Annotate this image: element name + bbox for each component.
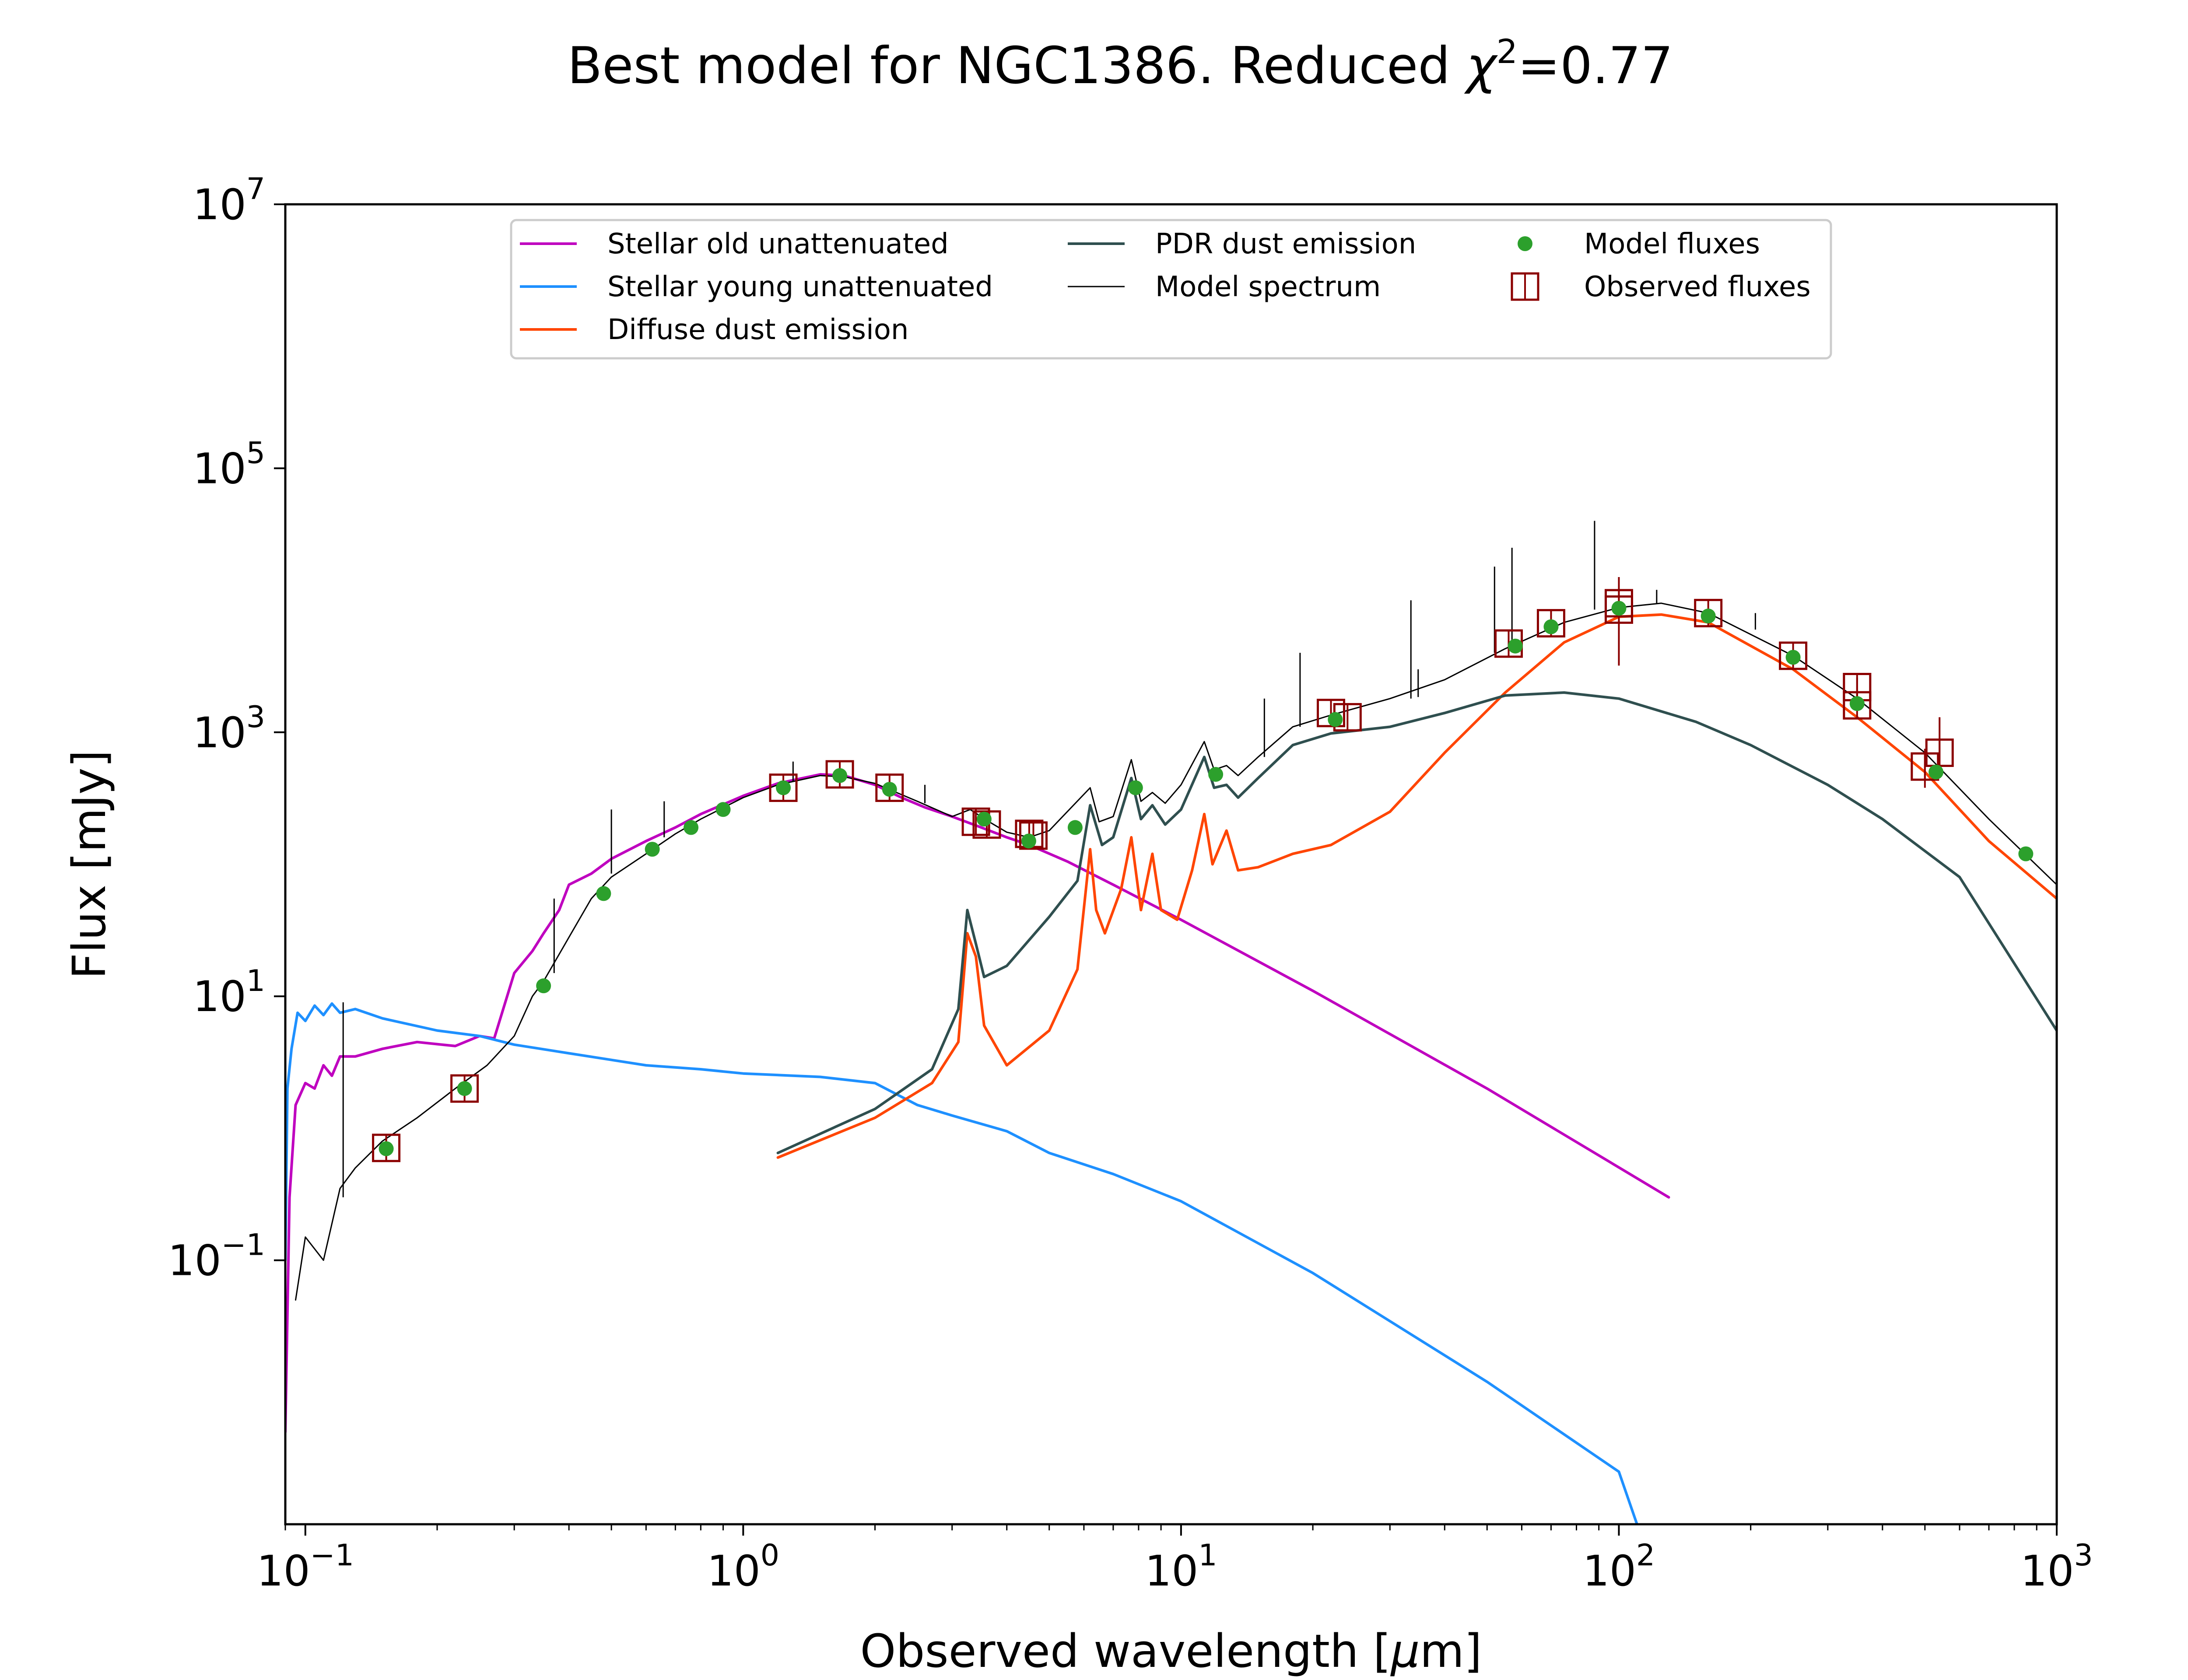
- chart-title: Best model for NGC1386. Reduced χ2=0.77: [568, 32, 1673, 95]
- model-flux-point: [2018, 846, 2034, 861]
- model-flux-point: [1785, 650, 1801, 665]
- x-tick-base: 10: [1145, 1547, 1198, 1596]
- x-label-symbol: μ: [1390, 1624, 1420, 1678]
- x-tick-label: 101: [1145, 1538, 1217, 1596]
- y-tick-label: 103: [193, 700, 265, 757]
- x-tick-base: 10: [1583, 1547, 1636, 1596]
- model-flux-point: [1328, 712, 1343, 727]
- y-tick-base: 10: [193, 972, 246, 1021]
- x-tick-exponent: 1: [1198, 1538, 1217, 1573]
- plot-frame: [284, 203, 2058, 1526]
- legend-label: PDR dust emission: [1155, 228, 1416, 260]
- legend-label: Stellar young unattenuated: [607, 271, 993, 303]
- x-tick-exponent: 0: [761, 1538, 779, 1573]
- legend-label: Stellar old unattenuated: [607, 228, 949, 260]
- model-flux-point: [684, 820, 699, 835]
- y-tick-label: 105: [193, 436, 265, 493]
- title-exponent: 2: [1497, 32, 1518, 71]
- x-tick-base: 10: [257, 1547, 310, 1596]
- legend-box: [510, 219, 1832, 360]
- y-tick-exponent: 3: [246, 700, 265, 735]
- model-flux-point: [882, 782, 897, 797]
- pdr-dust-emission-line: [776, 691, 2057, 1155]
- legend: Stellar old unattenuated Stellar young un…: [510, 219, 1832, 360]
- model-flux-point: [1508, 638, 1523, 654]
- plot-area: [285, 204, 2057, 1524]
- x-tick-base: 10: [707, 1547, 761, 1596]
- x-tick-base: 10: [2020, 1547, 2074, 1596]
- model-flux-point: [1208, 766, 1224, 782]
- model-flux-point: [1701, 609, 1716, 624]
- marker-layer: [372, 577, 2034, 1162]
- model-flux-point: [976, 812, 992, 827]
- y-tick-exponent: 1: [246, 964, 265, 998]
- x-axis-label: Observed wavelength [μm]: [860, 1624, 1482, 1678]
- legend-item-diffuse-dust-emission: Diffuse dust emission: [520, 314, 908, 346]
- title-suffix: =0.77: [1518, 36, 1673, 95]
- model-flux-point: [1929, 764, 1944, 780]
- y-tick-base: 10: [193, 708, 246, 757]
- x-tick-exponent: 3: [2074, 1538, 2093, 1573]
- model-flux-point: [832, 768, 848, 783]
- y-tick-label: 107: [193, 172, 265, 229]
- y-tick-base: 10: [193, 444, 246, 493]
- legend-label: Model spectrum: [1155, 271, 1381, 303]
- model-flux-point: [776, 780, 791, 795]
- model-flux-point: [379, 1141, 394, 1156]
- y-axis-label: Flux [mJy]: [63, 750, 116, 979]
- x-label-suffix: m]: [1420, 1624, 1482, 1678]
- y-tick-exponent: −1: [221, 1228, 265, 1263]
- legend-label: Model fluxes: [1584, 228, 1760, 260]
- x-tick-exponent: 2: [1636, 1538, 1655, 1573]
- legend-item-stellar-old-unattenuated: Stellar old unattenuated: [520, 228, 949, 260]
- x-tick-label: 10−1: [257, 1538, 354, 1596]
- model-flux-point: [715, 802, 731, 817]
- y-tick-exponent: 7: [246, 172, 265, 206]
- legend-label: Observed fluxes: [1584, 271, 1811, 303]
- diffuse-dust-emission-line: [776, 613, 2057, 1159]
- model-flux-point: [1849, 696, 1865, 711]
- stellar-young-unattenuated-line: [285, 1002, 1638, 1524]
- model-flux-point: [1021, 833, 1036, 849]
- legend-item-model-fluxes: Model fluxes: [1518, 228, 1760, 260]
- title-chi-symbol: χ: [1464, 36, 1498, 95]
- y-tick-label: 101: [193, 964, 265, 1021]
- model-flux-point: [1543, 619, 1559, 634]
- legend-item-observed-fluxes: Observed fluxes: [1511, 271, 1811, 303]
- y-tick-label: 10−1: [168, 1228, 265, 1285]
- legend-swatch: [1518, 236, 1532, 251]
- y-tick-exponent: 5: [246, 436, 265, 470]
- title-prefix: Best model for NGC1386. Reduced: [568, 36, 1466, 95]
- legend-item-stellar-young-unattenuated: Stellar young unattenuated: [520, 271, 993, 303]
- model-flux-point: [1128, 780, 1143, 795]
- y-tick-base: 10: [168, 1236, 221, 1285]
- legend-item-pdr-dust-emission: PDR dust emission: [1068, 228, 1416, 260]
- model-flux-point: [645, 842, 660, 857]
- x-tick-label: 103: [2020, 1538, 2093, 1596]
- legend-label: Diffuse dust emission: [607, 314, 908, 346]
- y-tick-base: 10: [193, 180, 246, 229]
- x-tick-label: 100: [707, 1538, 779, 1596]
- model-flux-point: [1611, 601, 1627, 616]
- x-tick-label: 102: [1583, 1538, 1655, 1596]
- legend-item-model-spectrum: Model spectrum: [1068, 271, 1381, 303]
- x-label-prefix: Observed wavelength [: [860, 1624, 1391, 1678]
- model-flux-point: [596, 886, 611, 901]
- model-flux-point: [536, 978, 551, 994]
- model-flux-point: [457, 1081, 472, 1096]
- model-flux-point: [1067, 820, 1083, 835]
- x-tick-exponent: −1: [310, 1538, 354, 1573]
